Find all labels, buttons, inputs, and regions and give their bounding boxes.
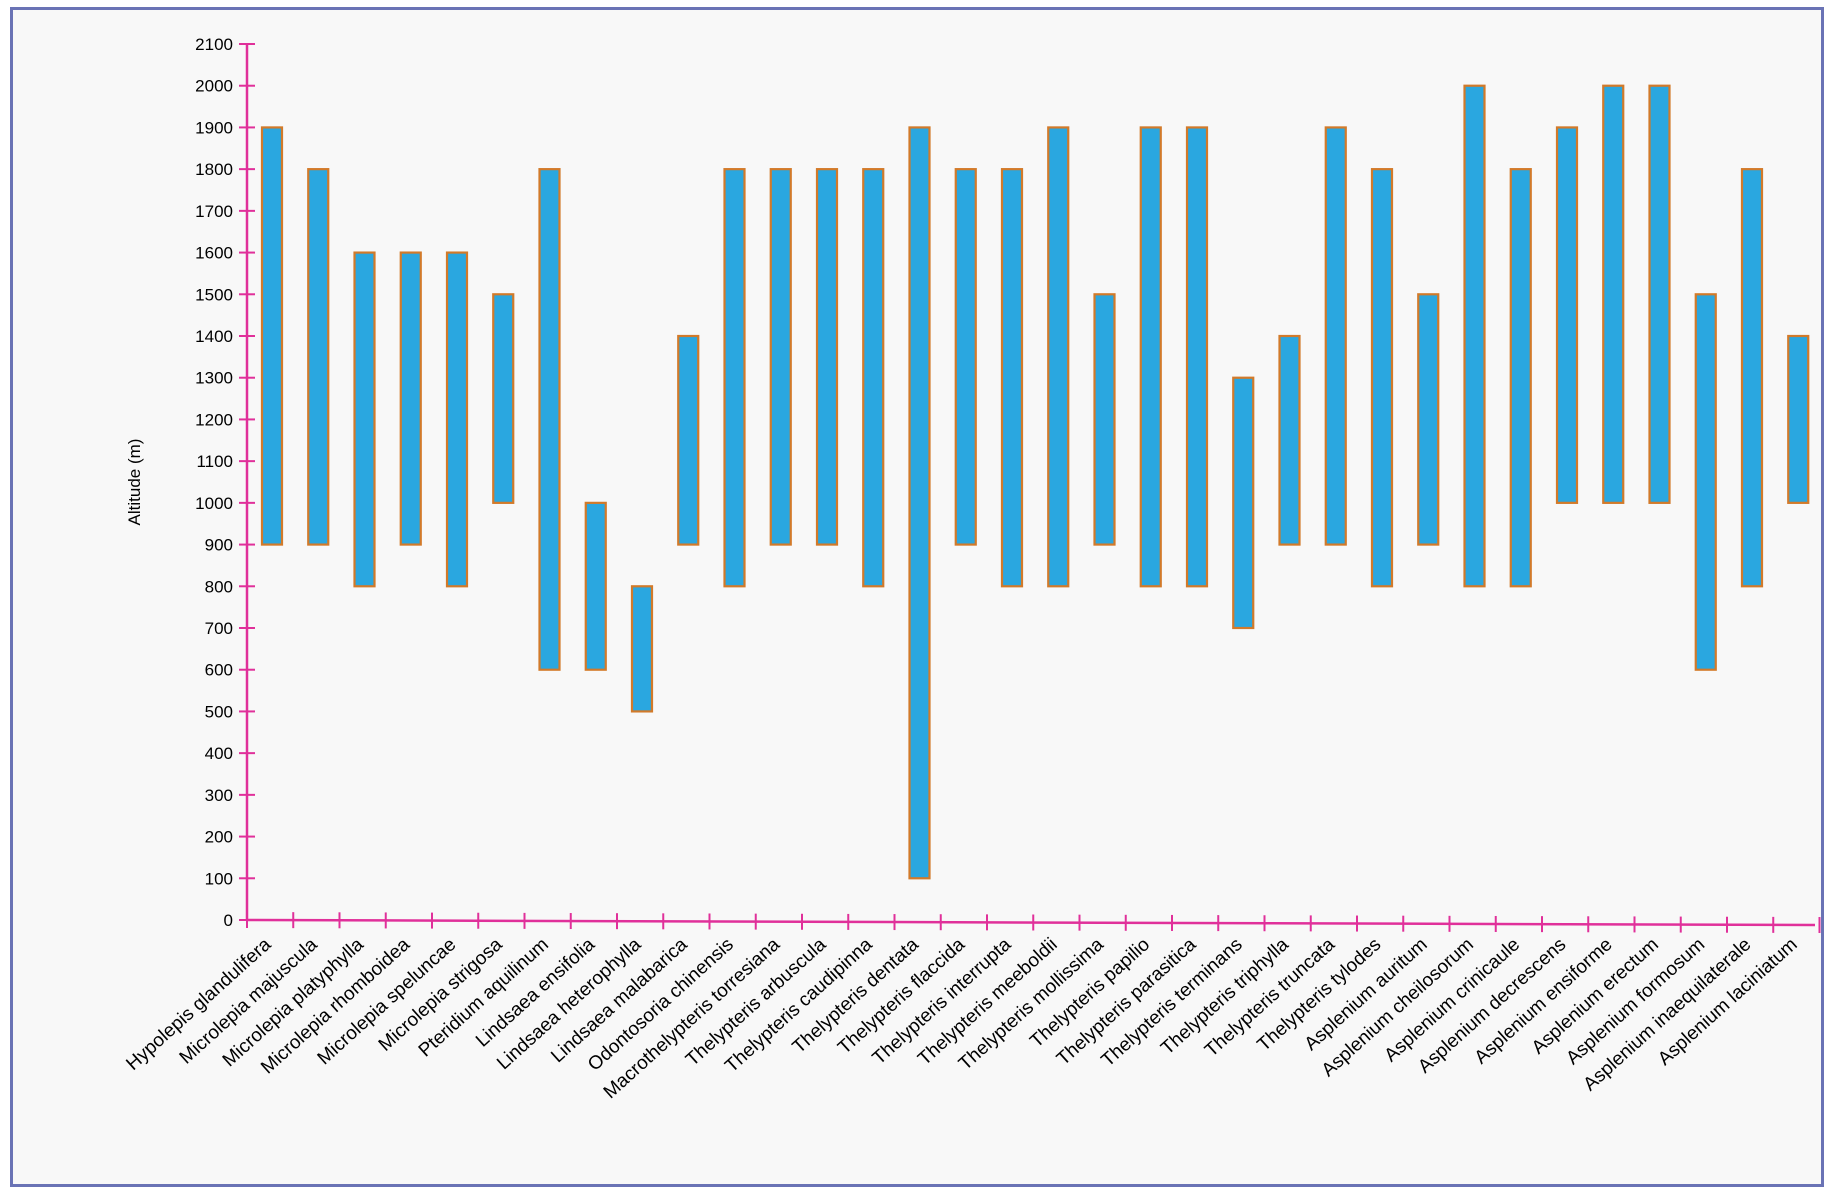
y-tick-label: 600 <box>205 661 233 680</box>
range-bar <box>677 334 700 546</box>
range-bar <box>1370 168 1394 588</box>
range-bar <box>1000 168 1024 588</box>
y-tick-label: 1100 <box>196 452 233 471</box>
y-tick-label: 0 <box>224 911 233 930</box>
range-bar <box>908 126 931 880</box>
range-bar <box>445 251 469 588</box>
y-tick-label: 1900 <box>195 118 233 137</box>
range-bar <box>1694 293 1717 671</box>
y-tick-label: 2100 <box>195 35 233 54</box>
y-tick-label: 500 <box>205 702 233 721</box>
y-tick-label: 1000 <box>195 494 233 513</box>
range-bar <box>1648 84 1671 504</box>
range-bar <box>260 126 284 546</box>
range-bar <box>1417 293 1440 546</box>
range-bar <box>1463 84 1486 588</box>
range-bar <box>307 168 330 546</box>
y-tick-label: 400 <box>205 744 233 763</box>
range-bar <box>1185 126 1209 588</box>
y-axis-title: Altitude (m) <box>125 439 144 526</box>
y-tick-label: 2000 <box>195 77 233 96</box>
y-axis: 0 100 200 300 400 500 600 700 800 900 1000 1100 1200… <box>195 35 255 930</box>
range-bar <box>1555 126 1579 504</box>
y-tick-label: 1200 <box>195 410 233 429</box>
range-bar <box>492 293 515 504</box>
range-bar <box>1139 126 1162 588</box>
range-bar <box>815 168 839 546</box>
range-bar <box>862 168 885 588</box>
range-bar <box>769 168 792 546</box>
range-bar <box>353 251 376 588</box>
range-bar <box>584 501 607 671</box>
range-bar <box>1324 126 1347 546</box>
range-bar <box>1602 84 1625 504</box>
range-bar <box>723 168 746 588</box>
range-bar <box>1093 293 1116 546</box>
y-tick-label: 200 <box>205 828 233 847</box>
range-bar <box>1740 168 1764 588</box>
y-tick-label: 1400 <box>195 327 233 346</box>
y-tick-label: 700 <box>205 619 233 638</box>
range-bar <box>954 168 977 546</box>
y-tick-label: 800 <box>205 577 233 596</box>
x-axis-line <box>246 918 1816 927</box>
range-bar <box>1278 334 1301 546</box>
range-bar <box>1787 334 1810 504</box>
y-tick-label: 1800 <box>195 160 233 179</box>
range-bar <box>1047 126 1070 588</box>
range-bar <box>538 168 561 671</box>
range-bar <box>630 585 654 713</box>
y-tick-label: 1700 <box>195 202 233 221</box>
y-tick-label: 100 <box>205 869 233 888</box>
y-tick-label: 1600 <box>195 244 233 263</box>
bars-group <box>260 84 1810 880</box>
range-bar <box>399 251 422 546</box>
y-tick-label: 1500 <box>195 285 233 304</box>
range-bar <box>1509 168 1532 588</box>
y-tick-label: 1300 <box>195 369 233 388</box>
y-tick-label: 900 <box>205 536 233 555</box>
range-bar <box>1232 376 1255 630</box>
y-tick-label: 300 <box>205 786 233 805</box>
